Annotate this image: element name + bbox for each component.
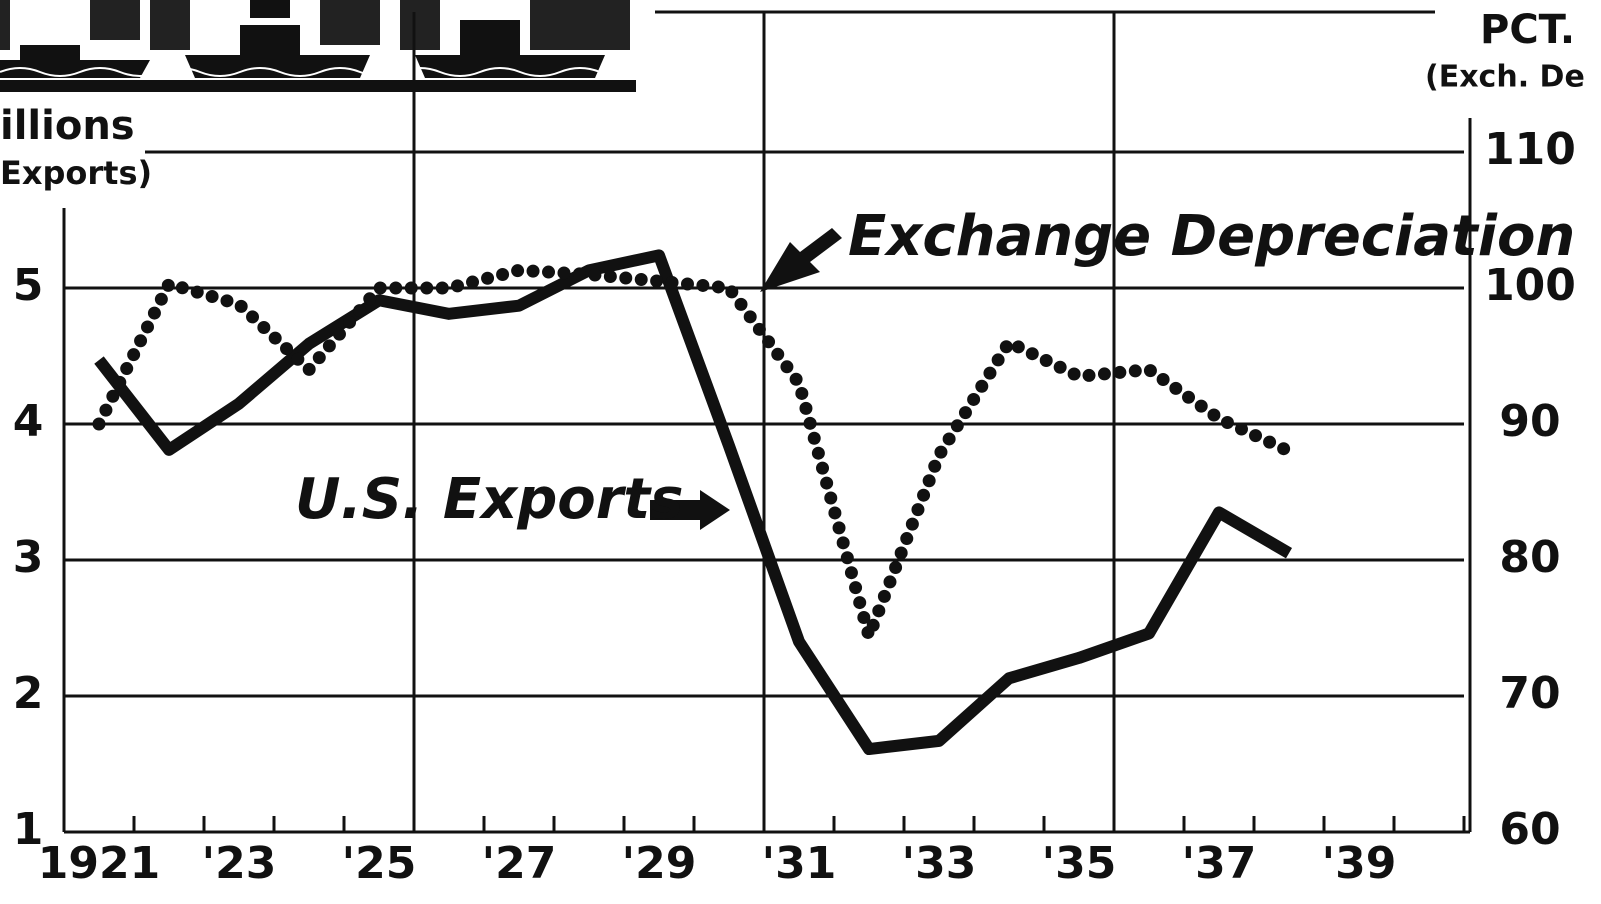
- y-tick-label: 3: [13, 532, 44, 583]
- x-tick-label: '27: [482, 838, 557, 889]
- x-tick-label: '23: [202, 838, 277, 889]
- y2-tick-label: 60: [1499, 804, 1560, 855]
- x-tick-label: '29: [622, 838, 697, 889]
- x-tick-label: '35: [1042, 838, 1117, 889]
- y2-tick-label: 110: [1484, 124, 1576, 175]
- y2-tick-label: 70: [1499, 668, 1560, 719]
- ship-illustration: [0, 0, 641, 92]
- y2-axis-label: PCT.: [1480, 7, 1575, 53]
- annotation: Exchange Depreciation: [848, 204, 1575, 269]
- annotation-arrow: [760, 228, 842, 292]
- y2-tick-label: 80: [1499, 532, 1560, 583]
- x-tick-label: '25: [342, 838, 417, 889]
- y-tick-label: 5: [13, 260, 44, 311]
- line-series: [92, 263, 1296, 643]
- x-tick-label: '33: [902, 838, 977, 889]
- x-tick-label: '31: [762, 838, 837, 889]
- x-tick-label: '37: [1182, 838, 1257, 889]
- y-axis-label: illions: [0, 103, 135, 149]
- y-tick-label: 2: [13, 668, 44, 719]
- y2-tick-label: 100: [1484, 260, 1576, 311]
- annotation: U.S. Exports: [295, 467, 684, 532]
- y-tick-label: 4: [13, 396, 44, 447]
- x-tick-label: 1921: [38, 838, 160, 889]
- y2-axis-sublabel: (Exch. De: [1425, 60, 1585, 95]
- x-tick-label: '39: [1322, 838, 1397, 889]
- y-axis-sublabel: Exports): [0, 154, 152, 192]
- y2-tick-label: 90: [1499, 396, 1560, 447]
- y-tick-label: 1: [13, 804, 44, 855]
- annotation-arrow: [650, 490, 730, 530]
